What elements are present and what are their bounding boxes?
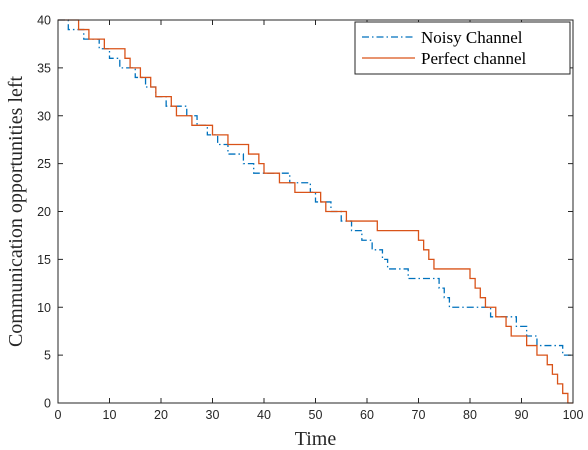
y-tick-label: 15 — [37, 253, 51, 267]
x-tick-label: 80 — [463, 408, 477, 422]
x-tick-label: 50 — [309, 408, 323, 422]
legend-label-perfect-channel: Perfect channel — [421, 49, 527, 68]
x-tick-label: 100 — [563, 408, 584, 422]
x-tick-label: 90 — [515, 408, 529, 422]
x-tick-label: 10 — [103, 408, 117, 422]
y-tick-label: 35 — [37, 61, 51, 75]
x-tick-label: 0 — [55, 408, 62, 422]
y-tick-label: 20 — [37, 205, 51, 219]
plot-area — [58, 20, 573, 403]
y-tick-label: 0 — [44, 397, 51, 411]
x-axis-ticks: 0 10 20 30 40 50 60 70 80 90 100 — [55, 20, 584, 422]
y-tick-label: 5 — [44, 349, 51, 363]
x-tick-label: 30 — [206, 408, 220, 422]
y-axis-label: Communication opportunities left — [5, 76, 27, 348]
y-tick-label: 30 — [37, 109, 51, 123]
x-tick-label: 70 — [412, 408, 426, 422]
x-tick-label: 40 — [257, 408, 271, 422]
series-line-noisy-channel — [58, 19, 573, 356]
series-layer — [58, 19, 573, 404]
x-tick-label: 60 — [360, 408, 374, 422]
y-tick-label: 25 — [37, 157, 51, 171]
series-line-perfect-channel — [58, 19, 573, 404]
x-tick-label: 20 — [154, 408, 168, 422]
legend: Noisy Channel Perfect channel — [354, 21, 571, 75]
y-axis-ticks: 0 5 10 15 20 25 30 35 40 — [37, 14, 573, 411]
legend-box — [354, 21, 571, 75]
legend-label-noisy-channel: Noisy Channel — [421, 28, 523, 47]
x-axis-label: Time — [295, 428, 337, 450]
y-tick-label: 10 — [37, 301, 51, 315]
y-tick-label: 40 — [37, 14, 51, 28]
